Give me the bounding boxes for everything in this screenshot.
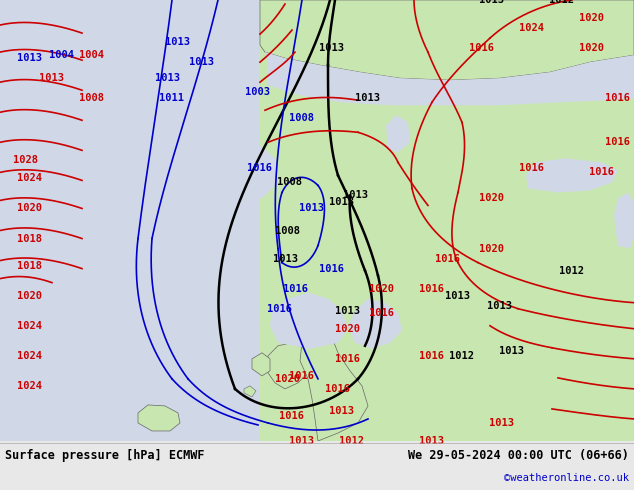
Text: 1016: 1016 bbox=[280, 411, 304, 421]
Text: 1013: 1013 bbox=[165, 37, 190, 47]
Polygon shape bbox=[614, 193, 634, 248]
Text: 1013: 1013 bbox=[273, 254, 299, 264]
Text: 1020: 1020 bbox=[276, 374, 301, 384]
Text: 1020: 1020 bbox=[579, 13, 604, 23]
Text: 1020: 1020 bbox=[370, 284, 394, 294]
Text: 1020: 1020 bbox=[18, 291, 42, 301]
Text: 1011: 1011 bbox=[160, 93, 184, 103]
Text: 1020: 1020 bbox=[579, 43, 604, 53]
Polygon shape bbox=[138, 405, 180, 431]
Text: 1024: 1024 bbox=[18, 321, 42, 331]
Text: 1016: 1016 bbox=[605, 137, 630, 147]
Text: 1013: 1013 bbox=[488, 301, 512, 311]
Text: 1016: 1016 bbox=[325, 384, 351, 394]
Text: 1013: 1013 bbox=[356, 93, 380, 103]
Text: ©weatheronline.co.uk: ©weatheronline.co.uk bbox=[504, 473, 629, 483]
Text: 1012: 1012 bbox=[550, 0, 574, 5]
Text: 1013: 1013 bbox=[479, 0, 505, 5]
Text: 1024: 1024 bbox=[18, 173, 42, 183]
Text: 1016: 1016 bbox=[283, 284, 307, 294]
Text: 1016: 1016 bbox=[268, 304, 292, 314]
Text: 1016: 1016 bbox=[590, 168, 614, 177]
Text: 1016: 1016 bbox=[290, 371, 314, 381]
Text: 1028: 1028 bbox=[13, 155, 37, 165]
Text: 1013: 1013 bbox=[420, 436, 444, 446]
Text: 1024: 1024 bbox=[18, 381, 42, 391]
Polygon shape bbox=[386, 115, 410, 152]
Text: 1013: 1013 bbox=[299, 203, 325, 214]
Text: 1013: 1013 bbox=[342, 191, 368, 200]
Text: 1004: 1004 bbox=[49, 50, 75, 60]
Text: 1013: 1013 bbox=[18, 53, 42, 63]
Text: 1013: 1013 bbox=[290, 436, 314, 446]
Polygon shape bbox=[270, 293, 348, 349]
Text: 1016: 1016 bbox=[436, 254, 460, 264]
Text: We 29-05-2024 00:00 UTC (06+66): We 29-05-2024 00:00 UTC (06+66) bbox=[408, 448, 629, 462]
Text: 1008: 1008 bbox=[276, 225, 301, 236]
Text: Surface pressure [hPa] ECMWF: Surface pressure [hPa] ECMWF bbox=[5, 448, 205, 462]
Text: 1004: 1004 bbox=[79, 50, 105, 60]
Text: 1012: 1012 bbox=[559, 266, 585, 275]
Text: 1013: 1013 bbox=[446, 291, 470, 301]
Polygon shape bbox=[348, 299, 402, 349]
Text: 1003: 1003 bbox=[245, 87, 271, 97]
Text: 1013: 1013 bbox=[190, 57, 214, 67]
Text: 1008: 1008 bbox=[290, 113, 314, 123]
Text: 1020: 1020 bbox=[18, 203, 42, 214]
Text: 1016: 1016 bbox=[519, 163, 545, 173]
Polygon shape bbox=[228, 146, 278, 198]
Text: 1016: 1016 bbox=[247, 163, 273, 173]
Text: 1012: 1012 bbox=[450, 351, 474, 361]
Text: 1013: 1013 bbox=[500, 346, 524, 356]
Text: 1012: 1012 bbox=[339, 436, 365, 446]
Text: 1013: 1013 bbox=[39, 73, 65, 83]
Polygon shape bbox=[0, 0, 260, 441]
Text: 1016: 1016 bbox=[420, 351, 444, 361]
Polygon shape bbox=[268, 343, 310, 389]
Text: 1016: 1016 bbox=[335, 354, 361, 364]
Text: 1013: 1013 bbox=[330, 197, 354, 207]
Polygon shape bbox=[300, 316, 368, 441]
Text: 1018: 1018 bbox=[18, 234, 42, 244]
Polygon shape bbox=[260, 0, 634, 80]
Text: 1013: 1013 bbox=[320, 43, 344, 53]
Text: 1013: 1013 bbox=[335, 306, 361, 316]
Text: 1020: 1020 bbox=[479, 244, 505, 253]
Polygon shape bbox=[526, 158, 618, 193]
Text: 1024: 1024 bbox=[519, 23, 545, 33]
Text: 1024: 1024 bbox=[18, 351, 42, 361]
Text: 1020: 1020 bbox=[479, 194, 505, 203]
Text: 1018: 1018 bbox=[18, 261, 42, 270]
Text: 1013: 1013 bbox=[489, 418, 515, 428]
Text: 1016: 1016 bbox=[370, 308, 394, 318]
Text: 1016: 1016 bbox=[605, 93, 630, 103]
Polygon shape bbox=[244, 386, 256, 397]
Polygon shape bbox=[265, 52, 634, 105]
Text: 1016: 1016 bbox=[420, 284, 444, 294]
Text: 1013: 1013 bbox=[330, 406, 354, 416]
Text: 1008: 1008 bbox=[79, 93, 105, 103]
Polygon shape bbox=[260, 0, 634, 441]
Text: 1008: 1008 bbox=[278, 177, 302, 187]
Text: 1016: 1016 bbox=[320, 264, 344, 273]
Polygon shape bbox=[252, 353, 270, 376]
Text: 1020: 1020 bbox=[335, 324, 361, 334]
Text: 1013: 1013 bbox=[155, 73, 181, 83]
Text: 1016: 1016 bbox=[470, 43, 495, 53]
